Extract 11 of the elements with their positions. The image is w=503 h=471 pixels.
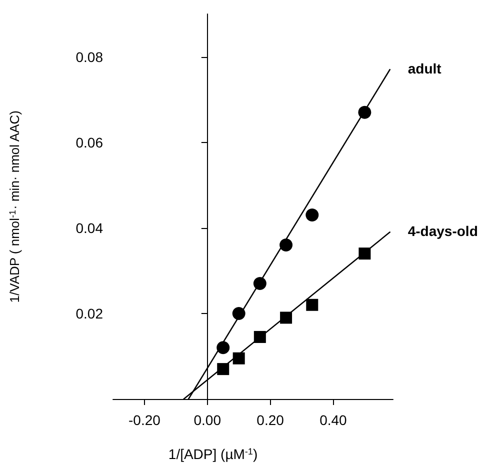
y-tick-label: 0.02 (76, 305, 104, 322)
y-tick-label: 0.04 (76, 220, 104, 236)
x-tick-label: -0.20 (128, 412, 161, 428)
x-tick-label: 0.20 (256, 412, 284, 428)
x-tick-label: 0.00 (194, 412, 222, 428)
x-tick-label: 0.40 (320, 412, 348, 428)
text: adult (408, 60, 442, 77)
y-tick-label: 0.06 (76, 134, 104, 150)
y-axis-title: 1/VADP ( nmol-1· min· nmol AAC) (7, 110, 22, 303)
y-tick-label: 0.08 (76, 48, 104, 65)
text: 4-days-old (408, 223, 478, 240)
